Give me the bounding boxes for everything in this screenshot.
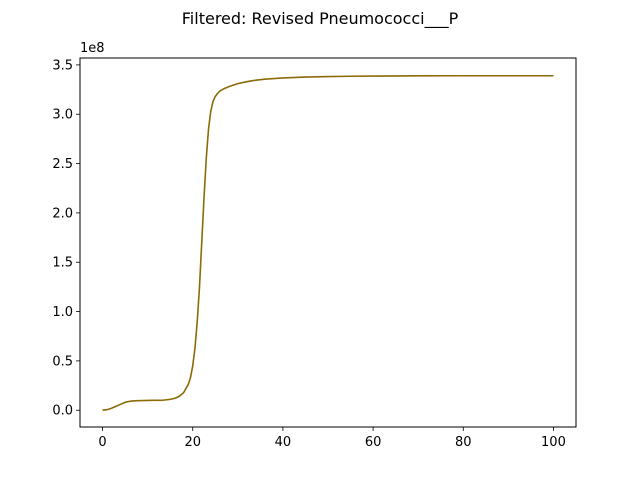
x-tick-label: 20 — [184, 435, 201, 450]
y-tick-label: 3.0 — [52, 108, 73, 123]
y-tick-label: 0.0 — [52, 404, 73, 419]
x-axis: 0 20 40 60 80 100 — [98, 427, 566, 450]
x-tick-label: 40 — [275, 435, 292, 450]
y-offset-label: 1e8 — [80, 41, 105, 56]
axes-frame — [79, 57, 577, 428]
y-tick-label: 0.5 — [52, 354, 73, 369]
y-axis: 0.0 0.5 1.0 1.5 2.0 2.5 3.0 3.5 — [52, 58, 80, 419]
x-tick-label: 0 — [98, 435, 106, 450]
plot-area — [102, 74, 554, 412]
x-tick-label: 80 — [455, 435, 472, 450]
y-tick-label: 2.0 — [52, 206, 73, 221]
chart-title: Filtered: Revised Pneumococci___P — [182, 9, 459, 29]
series-line-0 — [102, 74, 554, 412]
y-tick-label: 3.5 — [52, 58, 73, 73]
y-tick-label: 1.5 — [52, 256, 73, 271]
x-tick-label: 60 — [365, 435, 382, 450]
x-tick-label: 100 — [541, 435, 566, 450]
y-tick-label: 1.0 — [52, 305, 73, 320]
y-tick-label: 2.5 — [52, 157, 73, 172]
